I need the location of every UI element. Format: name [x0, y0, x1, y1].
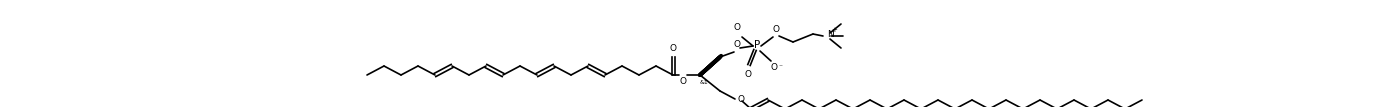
Text: +: +	[831, 27, 837, 33]
Text: ⁻: ⁻	[778, 62, 783, 71]
Text: O: O	[738, 96, 745, 105]
Text: P: P	[753, 40, 760, 50]
Text: &1: &1	[699, 80, 708, 85]
Text: O: O	[773, 25, 780, 34]
Text: O: O	[734, 23, 741, 32]
Text: O: O	[745, 70, 752, 79]
Text: O: O	[680, 77, 687, 86]
Text: N: N	[827, 30, 834, 39]
Text: O: O	[734, 40, 741, 49]
Text: O: O	[669, 44, 676, 53]
Text: O: O	[770, 63, 777, 72]
